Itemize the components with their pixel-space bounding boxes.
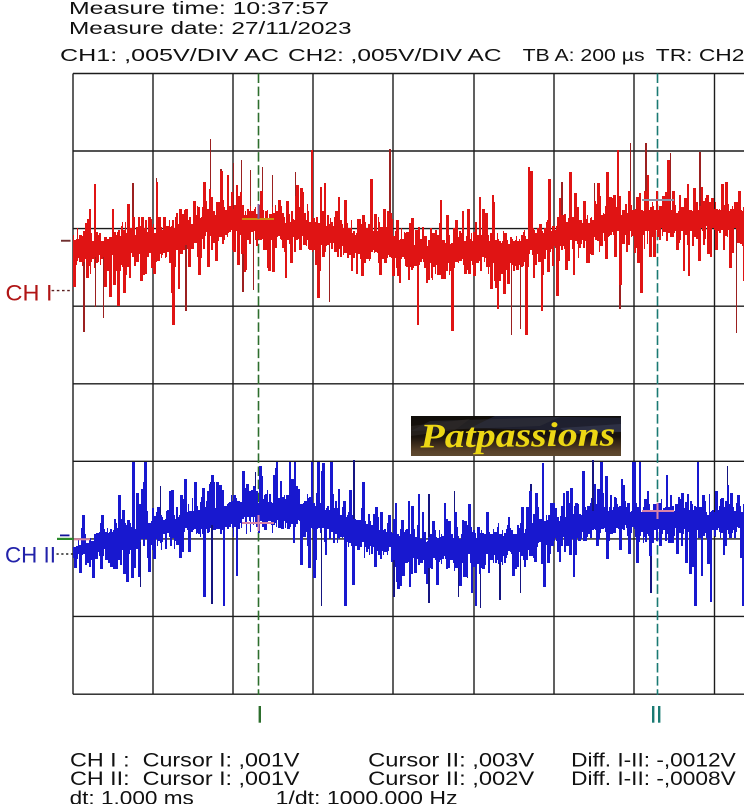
svg-text:Measure date: 27/11/2023: Measure date: 27/11/2023 (69, 18, 352, 38)
svg-text:TR: CH2:: TR: CH2: (656, 45, 744, 65)
svg-text:Diff. I-II: -,0012V: Diff. I-II: -,0012V (571, 750, 736, 772)
svg-text:1/dt: 1000.000 Hz: 1/dt: 1000.000 Hz (276, 788, 458, 804)
svg-text:CH I : Cursor I: ,001V: CH I : Cursor I: ,001V (70, 750, 300, 772)
svg-text:CH1: ,005V/DIV AC: CH1: ,005V/DIV AC (60, 45, 279, 65)
svg-text:Diff. I-II: -,0008V: Diff. I-II: -,0008V (571, 768, 736, 790)
svg-text:CH II: Cursor I: ,001V: CH II: Cursor I: ,001V (70, 768, 300, 790)
svg-text:Patpassions: Patpassions (419, 415, 616, 455)
svg-text:CH II: CH II (5, 543, 56, 568)
svg-text:Measure time: 10:37:57: Measure time: 10:37:57 (69, 0, 329, 18)
svg-text:TB A: 200 µs: TB A: 200 µs (523, 45, 645, 65)
svg-text:Cursor II: ,002V: Cursor II: ,002V (368, 768, 534, 790)
svg-text:CH I: CH I (6, 280, 53, 305)
svg-text:CH2: ,005V/DIV AC: CH2: ,005V/DIV AC (288, 45, 502, 65)
svg-text:dt: 1.000 ms: dt: 1.000 ms (70, 788, 194, 804)
svg-text:Cursor II: ,003V: Cursor II: ,003V (368, 750, 534, 772)
